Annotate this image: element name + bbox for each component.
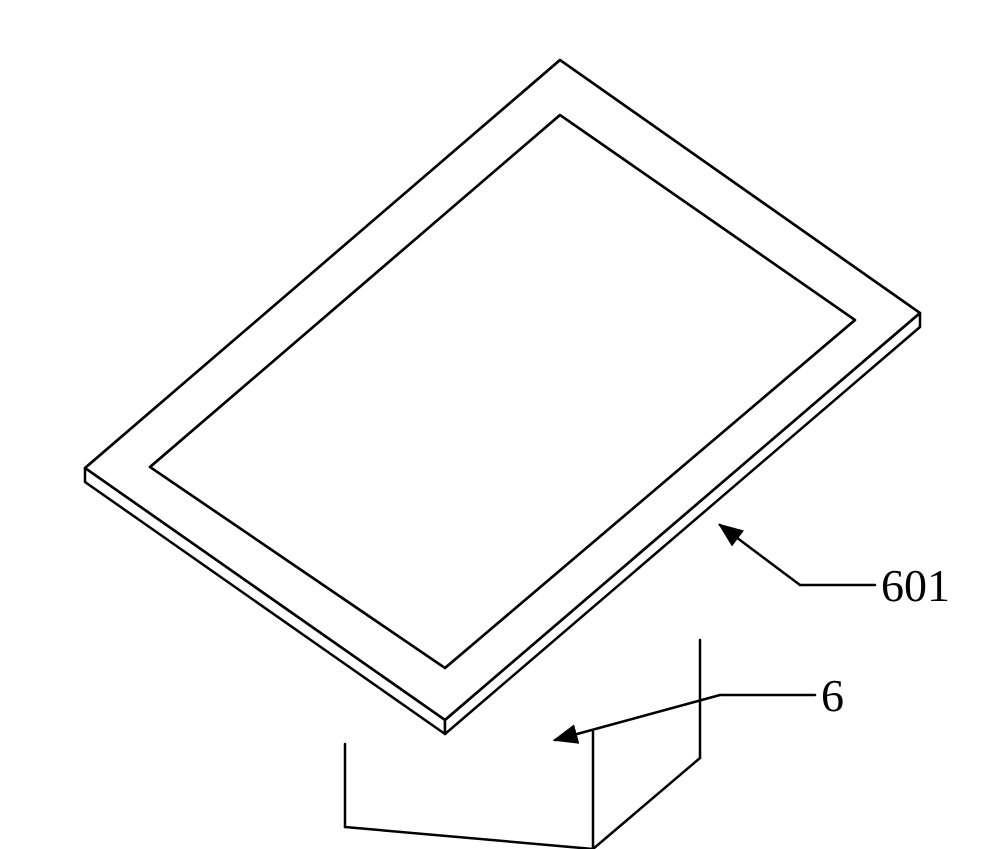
plate-top-face: [85, 60, 920, 720]
callout-label-601: 601: [881, 560, 950, 611]
drawing-group: [85, 60, 920, 849]
technical-drawing: 601 6: [0, 0, 1000, 849]
callout-label-6: 6: [821, 670, 844, 721]
